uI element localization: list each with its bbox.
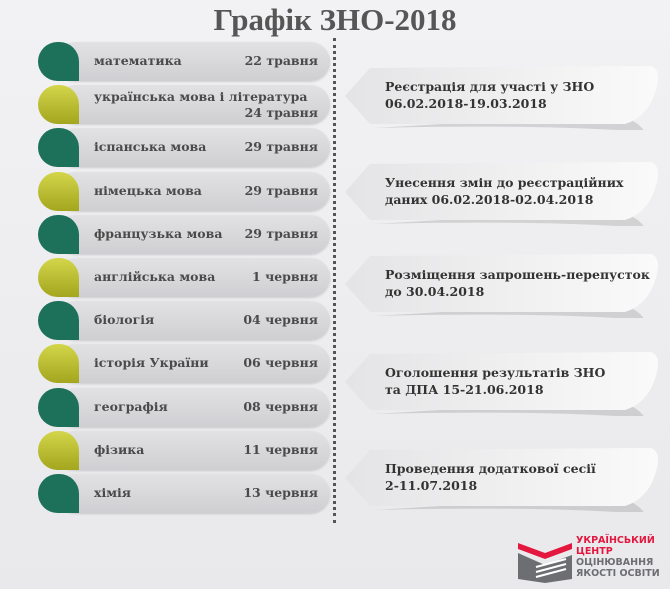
exam-pill xyxy=(56,301,330,341)
exam-subject: історія України xyxy=(94,355,209,371)
exam-date: 13 червня xyxy=(243,485,318,500)
logo-line: ЯКОСТІ ОСВІТИ xyxy=(576,568,660,579)
exam-pill xyxy=(56,171,330,211)
milestone-title: Оголошення результатів ЗНО xyxy=(385,365,606,380)
exam-date: 29 травня xyxy=(244,225,318,241)
exam-date: 04 червня xyxy=(243,312,318,328)
exam-date: 06 червня xyxy=(243,355,318,371)
color-marker-icon xyxy=(38,42,79,81)
color-marker-icon xyxy=(38,85,79,125)
exam-row: французька мова 29 травня xyxy=(38,214,330,254)
page-title: Графік ЗНО-2018 xyxy=(213,2,457,37)
color-marker-icon xyxy=(38,430,79,470)
exam-row: історія України 06 червня xyxy=(38,344,330,384)
exam-pill xyxy=(56,344,330,384)
exam-date: 29 травня xyxy=(244,182,318,198)
milestone-dates: 2-11.07.2018 xyxy=(385,478,478,493)
color-marker-icon xyxy=(38,301,79,341)
exam-subject: математика xyxy=(94,53,182,68)
arrow-banner-icon xyxy=(345,162,658,226)
exam-subject: біологія xyxy=(94,312,155,328)
exam-row: іспанська мова 29 травня xyxy=(38,128,330,168)
exam-date: 08 червня xyxy=(243,398,318,414)
logo-text: УКРАЇНСЬКИЙ ЦЕНТР ОЦІНЮВАННЯ ЯКОСТІ ОСВІ… xyxy=(576,535,660,579)
milestone-title: Проведення додаткової сесії xyxy=(385,461,596,476)
color-marker-icon xyxy=(38,128,79,168)
logo-line: УКРАЇНСЬКИЙ xyxy=(576,535,655,546)
exam-subject: іспанська мова xyxy=(94,139,207,155)
exam-pill xyxy=(56,430,330,470)
exam-pill xyxy=(56,387,330,427)
exam-subject: французька мова xyxy=(94,225,223,241)
exam-subject: англійська мова xyxy=(94,269,216,284)
milestone-title: Розміщення запрошень-перепусток xyxy=(385,267,650,282)
exam-date: 29 травня xyxy=(244,139,318,155)
milestone-callout: Реєстрація для участі у ЗНО 06.02.2018-1… xyxy=(345,66,660,130)
color-marker-icon xyxy=(38,214,79,254)
milestone-dates: даних 06.02.2018-02.04.2018 xyxy=(385,192,594,207)
exam-row: українська мова і література 24 травня xyxy=(38,85,330,125)
exam-subject: географія xyxy=(94,398,168,414)
milestone-dates: та ДПА 15-21.06.2018 xyxy=(385,382,544,397)
exam-row: фізика 11 червня xyxy=(38,430,330,470)
arrow-banner-icon xyxy=(345,448,658,512)
milestone-callout: Проведення додаткової сесії 2-11.07.2018 xyxy=(345,448,660,512)
exam-subject: хімія xyxy=(94,485,132,500)
exam-row: хімія 13 червня xyxy=(38,474,330,513)
ucoz-logo: УКРАЇНСЬКИЙ ЦЕНТР ОЦІНЮВАННЯ ЯКОСТІ ОСВІ… xyxy=(516,535,666,585)
exam-date: 24 травня xyxy=(244,105,318,121)
color-marker-icon xyxy=(38,171,79,211)
exam-pill xyxy=(56,258,330,297)
exam-row: біологія 04 червня xyxy=(38,301,330,341)
logo-line: ОЦІНЮВАННЯ xyxy=(576,557,654,568)
arrow-banner-icon xyxy=(345,254,658,318)
milestone-callout: Оголошення результатів ЗНО та ДПА 15-21.… xyxy=(345,352,660,416)
exam-date: 1 червня xyxy=(252,269,318,284)
exam-row: англійська мова 1 червня xyxy=(38,258,330,297)
exam-subject: фізика xyxy=(94,441,145,457)
milestone-title: Унесення змін до реєстраційних xyxy=(385,175,624,190)
milestone-dates: до 30.04.2018 xyxy=(385,284,485,299)
logo-line: ЦЕНТР xyxy=(576,546,613,557)
arrow-banner-icon xyxy=(345,352,658,416)
exam-pill xyxy=(56,474,330,513)
milestone-callout: Унесення змін до реєстраційних даних 06.… xyxy=(345,162,660,226)
exam-date: 11 червня xyxy=(243,441,318,457)
exam-row: німецька мова 29 травня xyxy=(38,171,330,211)
exam-pill xyxy=(56,85,330,125)
exam-subject: українська мова і література xyxy=(94,89,308,105)
color-marker-icon xyxy=(38,474,79,513)
exam-pill xyxy=(56,128,330,168)
milestone-title: Реєстрація для участі у ЗНО xyxy=(385,79,595,94)
exam-row: математика 22 травня xyxy=(38,42,330,81)
color-marker-icon xyxy=(38,344,79,384)
exam-pill xyxy=(56,42,330,81)
color-marker-icon xyxy=(38,258,79,297)
exam-date: 22 травня xyxy=(244,53,318,68)
exam-pill xyxy=(56,214,330,254)
color-marker-icon xyxy=(38,387,79,427)
milestone-dates: 06.02.2018-19.03.2018 xyxy=(385,96,547,111)
dotted-divider xyxy=(333,38,336,523)
book-logo-icon xyxy=(518,543,572,583)
exam-row: географія 08 червня xyxy=(38,387,330,427)
arrow-banner-icon xyxy=(345,66,658,130)
exam-subject: німецька мова xyxy=(94,182,202,198)
milestone-callout: Розміщення запрошень-перепусток до 30.04… xyxy=(345,254,660,318)
